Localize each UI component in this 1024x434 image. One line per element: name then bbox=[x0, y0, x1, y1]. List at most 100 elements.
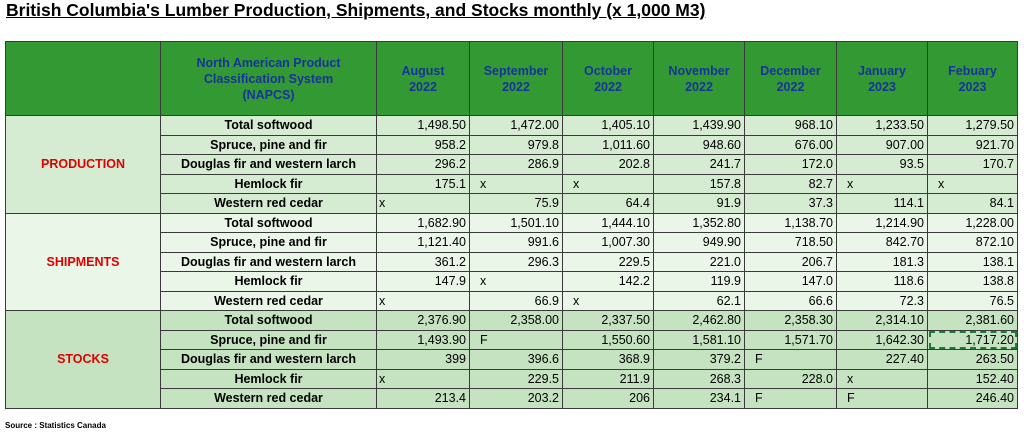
value-cell[interactable]: 75.9 bbox=[469, 193, 563, 214]
value-cell[interactable]: 296.2 bbox=[376, 154, 470, 175]
value-cell[interactable]: 170.7 bbox=[927, 154, 1018, 175]
value-cell[interactable]: 1,405.10 bbox=[562, 115, 654, 136]
product-label[interactable]: Western red cedar bbox=[160, 290, 377, 311]
value-cell[interactable]: F bbox=[744, 349, 837, 370]
value-cell[interactable]: 361.2 bbox=[376, 251, 470, 272]
product-label[interactable]: Western red cedar bbox=[160, 388, 377, 409]
value-cell[interactable]: 2,381.60 bbox=[927, 310, 1018, 331]
product-label[interactable]: Total softwood bbox=[160, 212, 377, 233]
product-label[interactable]: Douglas fir and western larch bbox=[160, 251, 377, 272]
value-cell[interactable]: 241.7 bbox=[653, 154, 745, 175]
value-cell[interactable]: 1,493.90 bbox=[376, 329, 470, 350]
value-cell[interactable]: 1,228.00 bbox=[927, 212, 1018, 233]
value-cell[interactable]: 263.50 bbox=[927, 349, 1018, 370]
value-cell[interactable]: 138.1 bbox=[927, 251, 1018, 272]
product-label[interactable]: Western red cedar bbox=[160, 193, 377, 214]
value-cell[interactable]: 958.2 bbox=[376, 134, 470, 155]
value-cell[interactable]: F bbox=[836, 388, 928, 409]
value-cell[interactable]: 147.0 bbox=[744, 271, 837, 292]
value-cell[interactable]: 1,233.50 bbox=[836, 115, 928, 136]
value-cell[interactable]: 1,581.10 bbox=[653, 329, 745, 350]
value-cell[interactable]: 1,439.90 bbox=[653, 115, 745, 136]
value-cell[interactable]: 234.1 bbox=[653, 388, 745, 409]
value-cell[interactable]: 118.6 bbox=[836, 271, 928, 292]
value-cell[interactable]: 2,337.50 bbox=[562, 310, 654, 331]
value-cell[interactable]: 119.9 bbox=[653, 271, 745, 292]
value-cell[interactable]: 138.8 bbox=[927, 271, 1018, 292]
value-cell[interactable]: 1,682.90 bbox=[376, 212, 470, 233]
value-cell[interactable]: 213.4 bbox=[376, 388, 470, 409]
value-cell[interactable]: 2,376.90 bbox=[376, 310, 470, 331]
value-cell[interactable]: 76.5 bbox=[927, 290, 1018, 311]
value-cell[interactable]: 93.5 bbox=[836, 154, 928, 175]
value-cell[interactable]: 147.9 bbox=[376, 271, 470, 292]
value-cell[interactable]: x bbox=[562, 173, 654, 194]
value-cell[interactable]: 1,550.60 bbox=[562, 329, 654, 350]
value-cell[interactable]: x bbox=[376, 193, 470, 214]
value-cell[interactable]: 949.90 bbox=[653, 232, 745, 253]
product-label[interactable]: Spruce, pine and fir bbox=[160, 232, 377, 253]
product-label[interactable]: Douglas fir and western larch bbox=[160, 154, 377, 175]
value-cell[interactable]: 1,472.00 bbox=[469, 115, 563, 136]
value-cell[interactable]: x bbox=[376, 290, 470, 311]
value-cell[interactable]: 1,352.80 bbox=[653, 212, 745, 233]
value-cell[interactable]: x bbox=[836, 368, 928, 389]
value-cell[interactable]: 979.8 bbox=[469, 134, 563, 155]
value-cell[interactable]: 37.3 bbox=[744, 193, 837, 214]
value-cell[interactable]: x bbox=[376, 368, 470, 389]
value-cell[interactable]: F bbox=[469, 329, 563, 350]
value-cell[interactable]: 1,214.90 bbox=[836, 212, 928, 233]
value-cell[interactable]: 202.8 bbox=[562, 154, 654, 175]
product-label[interactable]: Hemlock fir bbox=[160, 271, 377, 292]
value-cell[interactable]: 396.6 bbox=[469, 349, 563, 370]
value-cell[interactable]: 2,462.80 bbox=[653, 310, 745, 331]
value-cell[interactable]: 229.5 bbox=[469, 368, 563, 389]
value-cell[interactable]: 1,498.50 bbox=[376, 115, 470, 136]
value-cell[interactable]: 181.3 bbox=[836, 251, 928, 272]
value-cell[interactable]: 2,314.10 bbox=[836, 310, 928, 331]
value-cell[interactable]: 676.00 bbox=[744, 134, 837, 155]
value-cell[interactable]: 968.10 bbox=[744, 115, 837, 136]
value-cell[interactable]: 296.3 bbox=[469, 251, 563, 272]
value-cell[interactable]: 2,358.00 bbox=[469, 310, 563, 331]
value-cell[interactable]: 399 bbox=[376, 349, 470, 370]
value-cell[interactable]: 91.9 bbox=[653, 193, 745, 214]
value-cell[interactable]: 152.40 bbox=[927, 368, 1018, 389]
value-cell[interactable]: 368.9 bbox=[562, 349, 654, 370]
product-label[interactable]: Total softwood bbox=[160, 310, 377, 331]
value-cell[interactable]: 286.9 bbox=[469, 154, 563, 175]
value-cell[interactable]: 1,444.10 bbox=[562, 212, 654, 233]
value-cell[interactable]: 82.7 bbox=[744, 173, 837, 194]
value-cell[interactable]: 1,642.30 bbox=[836, 329, 928, 350]
value-cell[interactable]: 72.3 bbox=[836, 290, 928, 311]
value-cell[interactable]: 227.40 bbox=[836, 349, 928, 370]
value-cell[interactable]: 157.8 bbox=[653, 173, 745, 194]
value-cell[interactable]: x bbox=[927, 173, 1018, 194]
value-cell[interactable]: 842.70 bbox=[836, 232, 928, 253]
value-cell[interactable]: 66.9 bbox=[469, 290, 563, 311]
value-cell[interactable]: 1,501.10 bbox=[469, 212, 563, 233]
value-cell[interactable]: 64.4 bbox=[562, 193, 654, 214]
value-cell[interactable]: 1,279.50 bbox=[927, 115, 1018, 136]
product-label[interactable]: Total softwood bbox=[160, 115, 377, 136]
product-label[interactable]: Spruce, pine and fir bbox=[160, 134, 377, 155]
value-cell[interactable]: 379.2 bbox=[653, 349, 745, 370]
value-cell[interactable]: 84.1 bbox=[927, 193, 1018, 214]
value-cell[interactable]: 1,011.60 bbox=[562, 134, 654, 155]
value-cell[interactable]: 62.1 bbox=[653, 290, 745, 311]
value-cell[interactable]: 1,007.30 bbox=[562, 232, 654, 253]
value-cell[interactable]: 718.50 bbox=[744, 232, 837, 253]
value-cell[interactable]: 907.00 bbox=[836, 134, 928, 155]
value-cell[interactable]: 921.70 bbox=[927, 134, 1018, 155]
product-label[interactable]: Douglas fir and western larch bbox=[160, 349, 377, 370]
value-cell[interactable]: 246.40 bbox=[927, 388, 1018, 409]
value-cell[interactable]: 175.1 bbox=[376, 173, 470, 194]
value-cell[interactable]: 221.0 bbox=[653, 251, 745, 272]
value-cell[interactable]: 268.3 bbox=[653, 368, 745, 389]
product-label[interactable]: Hemlock fir bbox=[160, 368, 377, 389]
value-cell[interactable]: 1,138.70 bbox=[744, 212, 837, 233]
value-cell[interactable]: 948.60 bbox=[653, 134, 745, 155]
value-cell[interactable]: 203.2 bbox=[469, 388, 563, 409]
value-cell[interactable]: 142.2 bbox=[562, 271, 654, 292]
value-cell[interactable]: x bbox=[469, 173, 563, 194]
